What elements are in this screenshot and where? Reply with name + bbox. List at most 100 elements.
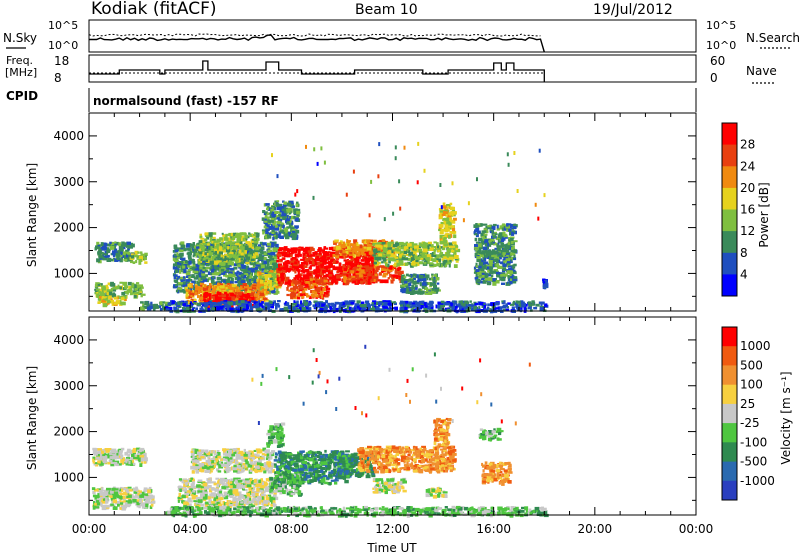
data-cell: [290, 203, 294, 206]
data-cell: [314, 291, 317, 295]
data-cell: [434, 256, 438, 261]
data-cell: [297, 271, 300, 276]
data-cell: [443, 256, 447, 260]
data-cell: [363, 272, 368, 275]
data-cell: [420, 244, 424, 248]
data-cell: [303, 287, 307, 291]
data-cell: [269, 223, 272, 226]
data-cell: [257, 291, 260, 295]
data-cell: [109, 299, 114, 303]
data-cell: [373, 275, 376, 279]
data-cell: [384, 255, 386, 259]
data-cell: [308, 272, 312, 277]
data-cell: [254, 282, 260, 286]
data-cell: [478, 276, 482, 279]
data-cell: [116, 250, 120, 253]
data-cell: [199, 264, 204, 267]
data-cell: [210, 290, 216, 293]
data-cell: [509, 280, 513, 285]
data-cell: [421, 277, 427, 281]
data-cell: [226, 237, 231, 242]
data-cell: [100, 293, 103, 297]
data-cell: [349, 280, 353, 283]
data-cell: [102, 257, 107, 261]
data-cell: [225, 293, 229, 297]
data-cell: [304, 283, 307, 286]
data-cell: [439, 224, 444, 228]
data-cell: [338, 255, 344, 259]
data-cell: [211, 278, 214, 282]
data-cell: [269, 261, 273, 265]
data-cell: [222, 243, 227, 247]
data-cell: [105, 255, 109, 258]
data-cell: [273, 207, 276, 211]
data-cell: [268, 267, 272, 271]
data-cell: [278, 212, 281, 216]
data-cell: [505, 273, 508, 277]
data-cell: [510, 238, 514, 242]
data-cell: [222, 289, 226, 292]
data-cell: [428, 244, 431, 247]
data-cell: [259, 299, 263, 302]
data-cell: [294, 262, 299, 267]
data-cell: [191, 280, 195, 283]
data-cell: [220, 272, 226, 275]
data-cell: [177, 261, 181, 266]
data-cell: [391, 275, 395, 279]
data-cell: [229, 267, 234, 271]
noise-panel: N.Sky 10^5 10^0 10^5 10^0 N.Search: [3, 19, 800, 53]
data-cell: [421, 255, 425, 258]
data-cell: [378, 256, 382, 261]
data-cell: [320, 265, 324, 268]
data-cell: [287, 262, 291, 265]
data-cell: [348, 277, 351, 281]
data-cell: [249, 282, 252, 285]
data-cell: [479, 267, 483, 271]
data-cell: [254, 235, 260, 238]
data-cell: [275, 248, 280, 251]
data-cell: [451, 221, 454, 224]
data-cell: [259, 300, 262, 305]
data-cell: [279, 247, 284, 251]
data-cell: [503, 260, 507, 263]
data-cell: [349, 273, 352, 277]
data-cell: [267, 246, 272, 249]
data-cell: [439, 253, 443, 257]
data-cell: [269, 254, 272, 258]
data-cell: [506, 270, 512, 274]
data-cell: [126, 289, 132, 293]
data-cell: [332, 275, 335, 279]
data-cell: [237, 253, 241, 256]
data-cell: [391, 249, 396, 252]
data-cell: [97, 284, 101, 287]
data-cell: [221, 232, 224, 235]
data-cell: [448, 261, 452, 265]
data-cell: [374, 256, 379, 261]
data-cell: [497, 242, 500, 246]
data-cell: [425, 259, 430, 263]
data-cell: [233, 263, 239, 266]
data-cell: [473, 231, 476, 234]
data-cell: [253, 297, 258, 300]
data-cell: [383, 259, 387, 264]
data-cell: [235, 242, 240, 246]
data-cell: [202, 268, 207, 272]
data-cell: [440, 221, 445, 225]
data-cell: [106, 286, 109, 290]
data-cell: [211, 269, 214, 273]
data-cell: [136, 291, 140, 295]
data-cell: [123, 255, 127, 259]
data-cell: [432, 278, 435, 283]
data-cell: [449, 245, 454, 249]
data-cell: [485, 261, 489, 264]
data-cell: [299, 293, 304, 296]
data-cell: [513, 254, 516, 259]
data-cell: [367, 268, 370, 271]
data-cell: [251, 246, 257, 249]
data-cell: [233, 248, 236, 253]
data-cell: [132, 292, 136, 295]
data-cell: [477, 271, 481, 276]
data-cell: [140, 306, 144, 311]
data-cell: [259, 275, 262, 280]
data-cell: [254, 237, 260, 241]
